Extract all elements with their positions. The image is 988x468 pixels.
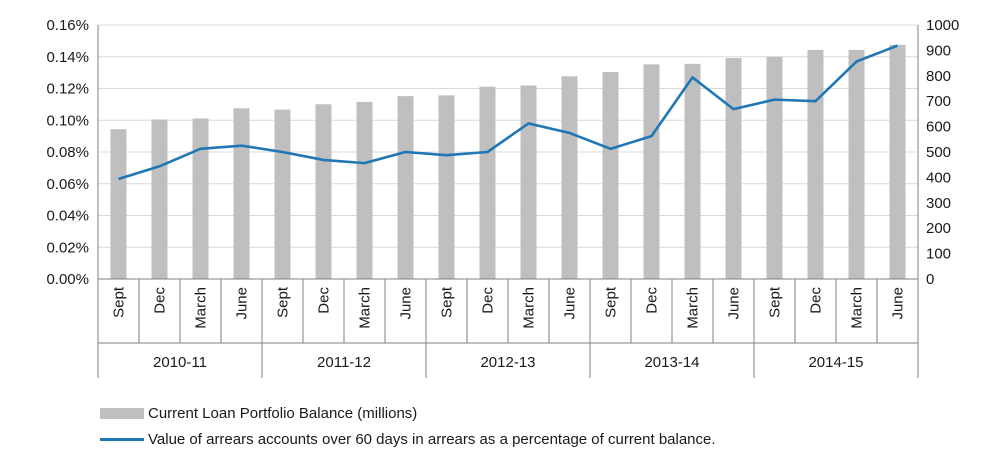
- bar: [684, 63, 701, 279]
- left-tick-label: 0.02%: [46, 239, 89, 256]
- bar: [438, 95, 455, 279]
- right-tick-label: 1000: [926, 17, 959, 34]
- gridlines: [98, 24, 918, 280]
- axes: [97, 25, 919, 378]
- group-label: 2013-14: [644, 354, 699, 371]
- right-tick-label: 200: [926, 220, 951, 237]
- category-label: Dec: [644, 287, 661, 314]
- group-labels: 2010-11 2011-12 2012-13 2013-14 2014-15: [153, 354, 864, 371]
- group-label: 2010-11: [153, 354, 207, 371]
- right-tick-label: 0: [926, 271, 934, 288]
- category-label: Sept: [275, 286, 292, 318]
- legend-label-balance: Current Loan Portfolio Balance (millions…: [148, 404, 418, 422]
- category-label: June: [890, 287, 907, 320]
- left-tick-label: 0.10%: [46, 112, 89, 129]
- left-tick-label: 0.04%: [46, 208, 89, 225]
- category-label: Dec: [808, 287, 825, 314]
- bar: [520, 85, 537, 280]
- left-tick-label: 0.12%: [46, 81, 89, 98]
- category-label: Sept: [439, 286, 456, 318]
- right-axis-ticks: 0 100 200 300 400 500 600 700 800 900 1000: [926, 17, 959, 288]
- bar: [397, 96, 414, 280]
- category-label: March: [193, 287, 210, 329]
- left-tick-label: 0.00%: [46, 271, 89, 288]
- legend-bar-swatch: [100, 407, 144, 419]
- bar: [766, 56, 783, 279]
- category-label: Dec: [316, 287, 333, 314]
- bar: [233, 108, 250, 279]
- category-label: June: [234, 287, 251, 320]
- right-tick-label: 700: [926, 93, 951, 110]
- group-label: 2012-13: [480, 354, 535, 371]
- right-tick-label: 100: [926, 246, 951, 263]
- bar: [725, 58, 742, 279]
- bar: [110, 129, 127, 279]
- category-label: Dec: [152, 287, 169, 314]
- bar: [315, 104, 332, 279]
- bar: [192, 118, 209, 279]
- bar: [151, 119, 168, 279]
- legend-label-arrears: Value of arrears accounts over 60 days i…: [148, 430, 716, 448]
- left-tick-label: 0.08%: [46, 144, 89, 161]
- legend: Current Loan Portfolio Balance (millions…: [100, 400, 716, 452]
- category-label: Sept: [111, 286, 128, 318]
- left-axis-ticks: 0.00% 0.02% 0.04% 0.06% 0.08% 0.10% 0.12% 0.14%…: [46, 17, 89, 288]
- bar: [561, 76, 578, 279]
- bar: [889, 44, 906, 280]
- category-label: Sept: [603, 286, 620, 318]
- group-label: 2014-15: [808, 354, 863, 371]
- group-label: 2011-12: [317, 354, 371, 371]
- line-series: [118, 44, 898, 181]
- category-label: June: [726, 287, 743, 320]
- bar: [356, 101, 373, 279]
- left-tick-label: 0.06%: [46, 176, 89, 193]
- right-tick-label: 600: [926, 119, 951, 136]
- category-label: March: [849, 287, 866, 329]
- arrears-line: [118, 44, 898, 181]
- left-tick-label: 0.16%: [46, 17, 89, 34]
- right-tick-label: 800: [926, 68, 951, 85]
- category-label: March: [357, 287, 374, 329]
- category-label: Sept: [767, 286, 784, 318]
- right-tick-label: 400: [926, 169, 951, 186]
- left-tick-label: 0.14%: [46, 49, 89, 66]
- bar: [602, 71, 619, 280]
- bar: [274, 109, 291, 279]
- category-label: June: [562, 287, 579, 320]
- bar: [643, 64, 660, 280]
- right-tick-label: 300: [926, 195, 951, 212]
- category-label: June: [398, 287, 415, 320]
- category-labels: Sept Dec March June Sept Dec March June Sept Dec M…: [111, 286, 907, 329]
- bar: [807, 49, 824, 279]
- legend-line-swatch: [100, 437, 144, 441]
- category-label: March: [685, 287, 702, 329]
- category-label: March: [521, 287, 538, 329]
- right-tick-label: 900: [926, 42, 951, 59]
- category-label: Dec: [480, 287, 497, 314]
- legend-item-arrears: Value of arrears accounts over 60 days i…: [100, 426, 716, 452]
- bar-series: [110, 44, 906, 280]
- bar: [848, 49, 865, 279]
- bar: [479, 86, 496, 279]
- right-tick-label: 500: [926, 144, 951, 161]
- legend-item-balance: Current Loan Portfolio Balance (millions…: [100, 400, 716, 426]
- chart: 0.00% 0.02% 0.04% 0.06% 0.08% 0.10% 0.12% 0.14%…: [46, 17, 959, 378]
